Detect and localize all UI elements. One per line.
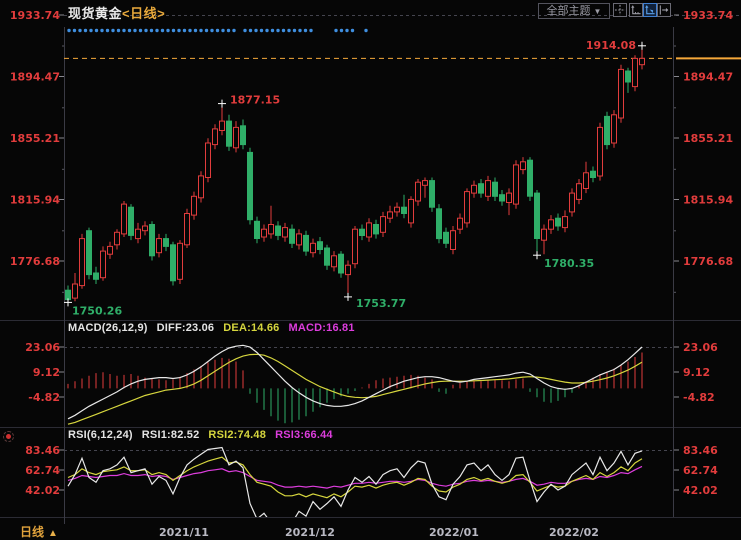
x-axis-months: 2021/11 2021/12 2022/01 2022/02 [159,526,599,539]
svg-text:-4.82: -4.82 [28,391,60,404]
svg-text:23.06: 23.06 [25,341,60,354]
svg-text:1855.21: 1855.21 [10,132,60,145]
rsi2-value: RSI2:74.48 [208,429,267,441]
svg-text:2022/02: 2022/02 [549,526,599,539]
svg-text:1776.68: 1776.68 [683,255,733,268]
svg-text:1894.47: 1894.47 [683,71,733,84]
svg-text:62.74: 62.74 [25,464,60,477]
svg-text:1776.68: 1776.68 [10,255,60,268]
svg-text:1894.47: 1894.47 [10,71,60,84]
svg-text:-4.82: -4.82 [683,391,715,404]
axis-shift-icon [659,5,669,15]
chart-title: 现货黄金<日线> [68,3,165,22]
svg-text:1815.94: 1815.94 [10,194,60,207]
rsi-layer [67,446,643,517]
period-selector-label: 日线 [20,525,45,539]
y-axis-scale-active-button[interactable] [643,3,657,17]
macd-diff-value: DIFF:23.06 [156,322,215,334]
crosshair-icon [614,4,626,16]
rsi-indicator-labels: RSI(6,12,24) RSI1:82.52 RSI2:74.48 RSI3:66.… [68,429,333,441]
svg-text:83.46: 83.46 [683,444,718,457]
period-selector[interactable]: 日线 ▲ [20,523,58,540]
rsi-name: RSI(6,12,24) [68,429,133,441]
svg-text:1914.08: 1914.08 [586,39,636,52]
rsi1-value: RSI1:82.52 [141,429,200,441]
svg-text:42.02: 42.02 [25,484,60,497]
macd-layer [67,344,643,425]
svg-text:1933.74: 1933.74 [10,9,60,22]
theme-dropdown-label: 全部主题 [546,5,591,17]
svg-text:1855.21: 1855.21 [683,132,733,145]
svg-text:9.12: 9.12 [33,366,60,379]
svg-text:1815.94: 1815.94 [683,194,733,207]
axis-shift-button[interactable] [657,3,671,17]
chevron-down-icon: ▼ [593,7,602,16]
svg-text:2021/12: 2021/12 [285,526,335,539]
svg-text:2021/11: 2021/11 [159,526,209,539]
svg-text:1780.35: 1780.35 [544,257,594,270]
instrument-name: 现货黄金 [68,6,123,21]
y-axis-scale-icon [631,5,641,15]
y-axis-scale-button[interactable] [629,3,643,17]
y-axis-scale-active-icon [645,5,655,15]
macd-indicator-labels: MACD(26,12,9) DIFF:23.06 DEA:14.66 MACD:16.… [68,322,355,334]
svg-text:1877.15: 1877.15 [230,94,280,107]
svg-text:2022/01: 2022/01 [429,526,479,539]
svg-text:62.74: 62.74 [683,464,718,477]
svg-text:9.12: 9.12 [683,366,710,379]
rsi3-value: RSI3:66.44 [275,429,333,441]
svg-text:83.46: 83.46 [25,444,60,457]
theme-dropdown[interactable]: 全部主题 ▼ [538,3,610,19]
svg-text:1750.26: 1750.26 [72,304,122,317]
triangle-up-icon: ▲ [48,528,58,539]
svg-text:42.02: 42.02 [683,484,718,497]
crosshair-tool-button[interactable] [613,3,627,17]
candles-layer [65,45,645,303]
svg-text:1933.74: 1933.74 [683,9,733,22]
signal-dots-layer [67,28,368,33]
macd-dea-value: DEA:14.66 [223,322,280,334]
macd-name: MACD(26,12,9) [68,322,148,334]
svg-text:1753.77: 1753.77 [356,297,406,310]
panel-marker-icon [3,431,14,442]
svg-text:23.06: 23.06 [683,341,718,354]
price-annotations: 1750.26 1877.15 1753.77 1780.35 1914.08 [64,39,646,317]
macd-macd-value: MACD:16.81 [288,322,355,334]
period-tag: <日线> [122,6,166,21]
